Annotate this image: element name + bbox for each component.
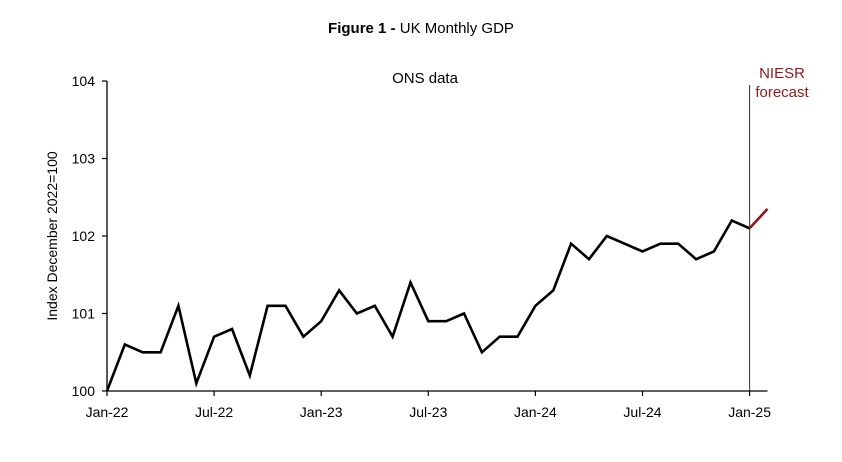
- x-tick-label: Jan-25: [728, 404, 771, 420]
- y-axis-label: Index December 2022=100: [44, 151, 60, 320]
- forecast-label-line2: forecast: [755, 84, 809, 101]
- axes: [102, 80, 768, 396]
- chart-title-text: UK Monthly GDP: [399, 20, 514, 37]
- x-tick-label: Jan-22: [86, 404, 129, 420]
- ons-data-line: [105, 218, 751, 392]
- y-tick-label: 103: [72, 151, 96, 167]
- x-tick-label: Jan-23: [300, 404, 343, 420]
- labels-layer: 100 101 102 103 104 Jan-22 Jul-22 Jan-23 Jul-23 J…: [72, 73, 772, 420]
- ons-data-label: ONS data: [392, 70, 459, 87]
- niesr-forecast-line: [748, 208, 769, 230]
- series-layer: [105, 208, 769, 392]
- x-tick-label: Jul-22: [195, 404, 233, 420]
- x-tick-label: Jan-24: [514, 404, 557, 420]
- y-tick-label: 104: [72, 73, 96, 89]
- y-tick-label: 102: [72, 228, 96, 244]
- chart-title: Figure 1 - UK Monthly GDP: [0, 20, 842, 37]
- chart-title-prefix: Figure 1 -: [328, 20, 396, 37]
- y-tick-label: 101: [72, 306, 96, 322]
- forecast-label-line1: NIESR: [759, 65, 805, 82]
- x-tick-label: Jul-23: [409, 404, 447, 420]
- y-tick-label: 100: [72, 383, 96, 399]
- x-tick-label: Jul-24: [623, 404, 661, 420]
